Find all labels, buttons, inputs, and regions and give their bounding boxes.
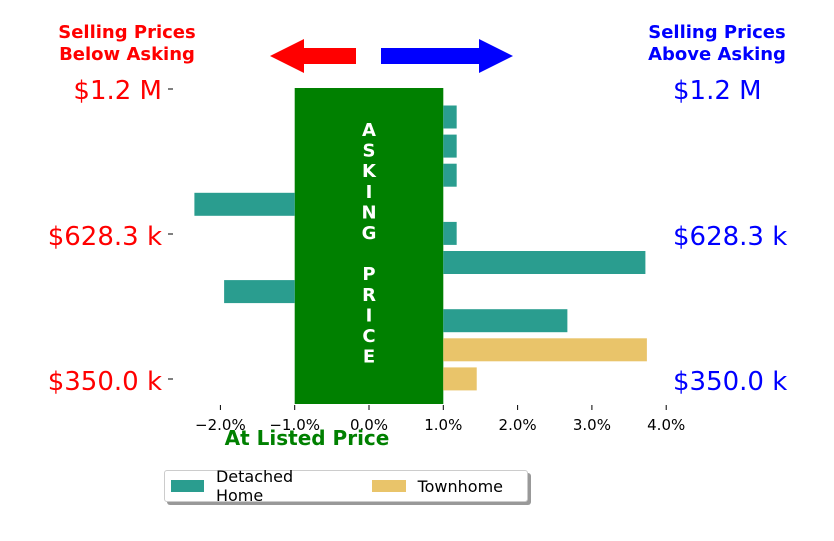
bar-detached-2 [443,163,457,187]
x-axis: −2.0% −1.0% 0.0% 1.0% 2.0% 3.0% 4.0% [195,405,685,434]
asking-letter-8: R [362,285,376,306]
legend-swatch-townhome [371,480,406,492]
asking-letter-0: A [362,120,376,141]
y-tick-left-mid: $628.3 k [48,222,162,252]
asking-letter-9: I [366,305,373,326]
asking-letter-10: C [362,326,375,347]
asking-letter-4: N [361,202,376,223]
above-asking-header-line1: Selling Prices [648,22,785,43]
y-tick-right-mid: $628.3 k [673,222,787,252]
asking-price-box [294,88,444,404]
x-tick-label-6: 4.0% [647,416,685,434]
below-asking-header-line2: Below Asking [59,44,195,65]
bar-townhome-9 [443,367,477,391]
asking-price-box-group [294,88,444,404]
legend: Detached Home Townhome [164,467,528,505]
x-tick-label-5: 3.0% [573,416,611,434]
bar-detached-5 [443,251,646,274]
at-listed-price-label: At Listed Price [225,426,390,450]
legend-item-detached: Detached Home [171,467,342,505]
below-asking-header-line1: Selling Prices [58,22,195,43]
bar-detached-1 [443,134,457,158]
x-tick-label-3: 1.0% [424,416,462,434]
above-asking-header-line2: Above Asking [648,44,786,65]
bars [194,105,647,391]
bar-detached-3 [194,192,295,216]
x-tick-label-2: 0.0% [350,416,388,434]
legend-label-townhome: Townhome [417,476,503,496]
asking-letter-1: S [363,141,376,162]
x-tick-label-1: −1.0% [269,416,320,434]
bar-detached-7 [443,309,568,333]
legend-label-detached: Detached Home [215,467,294,505]
asking-letter-11: E [363,347,375,368]
x-tick-label-0: −2.0% [195,416,246,434]
right-arrow-icon [381,39,513,73]
asking-letter-2: K [362,161,377,182]
y-tick-left-top: $1.2 M [73,76,162,106]
legend-item-townhome: Townhome [371,476,503,496]
y-tick-right-bottom: $350.0 k [673,367,787,397]
y-tick-right-top: $1.2 M [673,76,762,106]
y-tick-left-bottom: $350.0 k [48,367,162,397]
asking-letter-3: I [366,182,373,203]
asking-letter-5: G [362,223,377,244]
bar-townhome-8 [443,338,647,362]
x-tick-label-4: 2.0% [499,416,537,434]
bar-detached-4 [443,221,457,245]
bar-detached-6 [224,280,295,304]
left-arrow-icon [270,39,356,73]
asking-letter-7: P [362,264,375,285]
legend-swatch-detached [171,480,204,492]
bar-detached-0 [443,105,457,129]
